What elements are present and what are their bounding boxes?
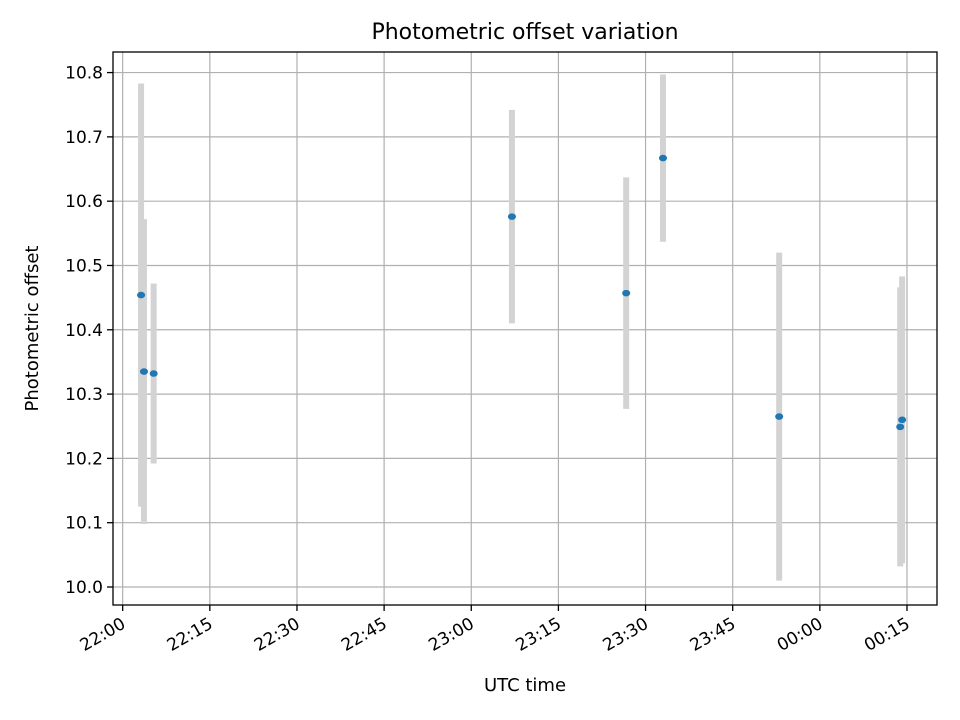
y-tick-label: 10.0: [65, 578, 103, 598]
chart-title: Photometric offset variation: [371, 20, 678, 45]
y-axis: 10.0 10.1 10.2 10.3 10.4 10.5 10.6 10.7 10.8: [65, 64, 113, 598]
data-point: [507, 213, 516, 220]
data-points: [137, 154, 907, 431]
data-point: [149, 370, 158, 377]
y-tick-label: 10.3: [65, 385, 103, 405]
y-tick-label: 10.6: [65, 192, 103, 212]
y-tick-label: 10.1: [65, 514, 103, 534]
y-axis-label: Photometric offset: [22, 246, 43, 412]
y-tick-label: 10.4: [65, 321, 103, 341]
plot-frame: [112, 51, 938, 606]
data-point: [139, 368, 148, 375]
data-point: [658, 154, 667, 162]
data-point: [775, 413, 784, 420]
y-tick-label: 10.2: [65, 449, 103, 469]
x-axis-label: UTC time: [484, 675, 566, 696]
data-point: [622, 289, 631, 297]
y-tick-label: 10.7: [65, 128, 103, 148]
data-point: [137, 291, 146, 299]
data-point: [896, 423, 905, 431]
grid: [113, 52, 937, 605]
y-tick-label: 10.8: [65, 64, 103, 84]
data-point: [898, 416, 907, 424]
y-tick-label: 10.5: [65, 256, 103, 276]
